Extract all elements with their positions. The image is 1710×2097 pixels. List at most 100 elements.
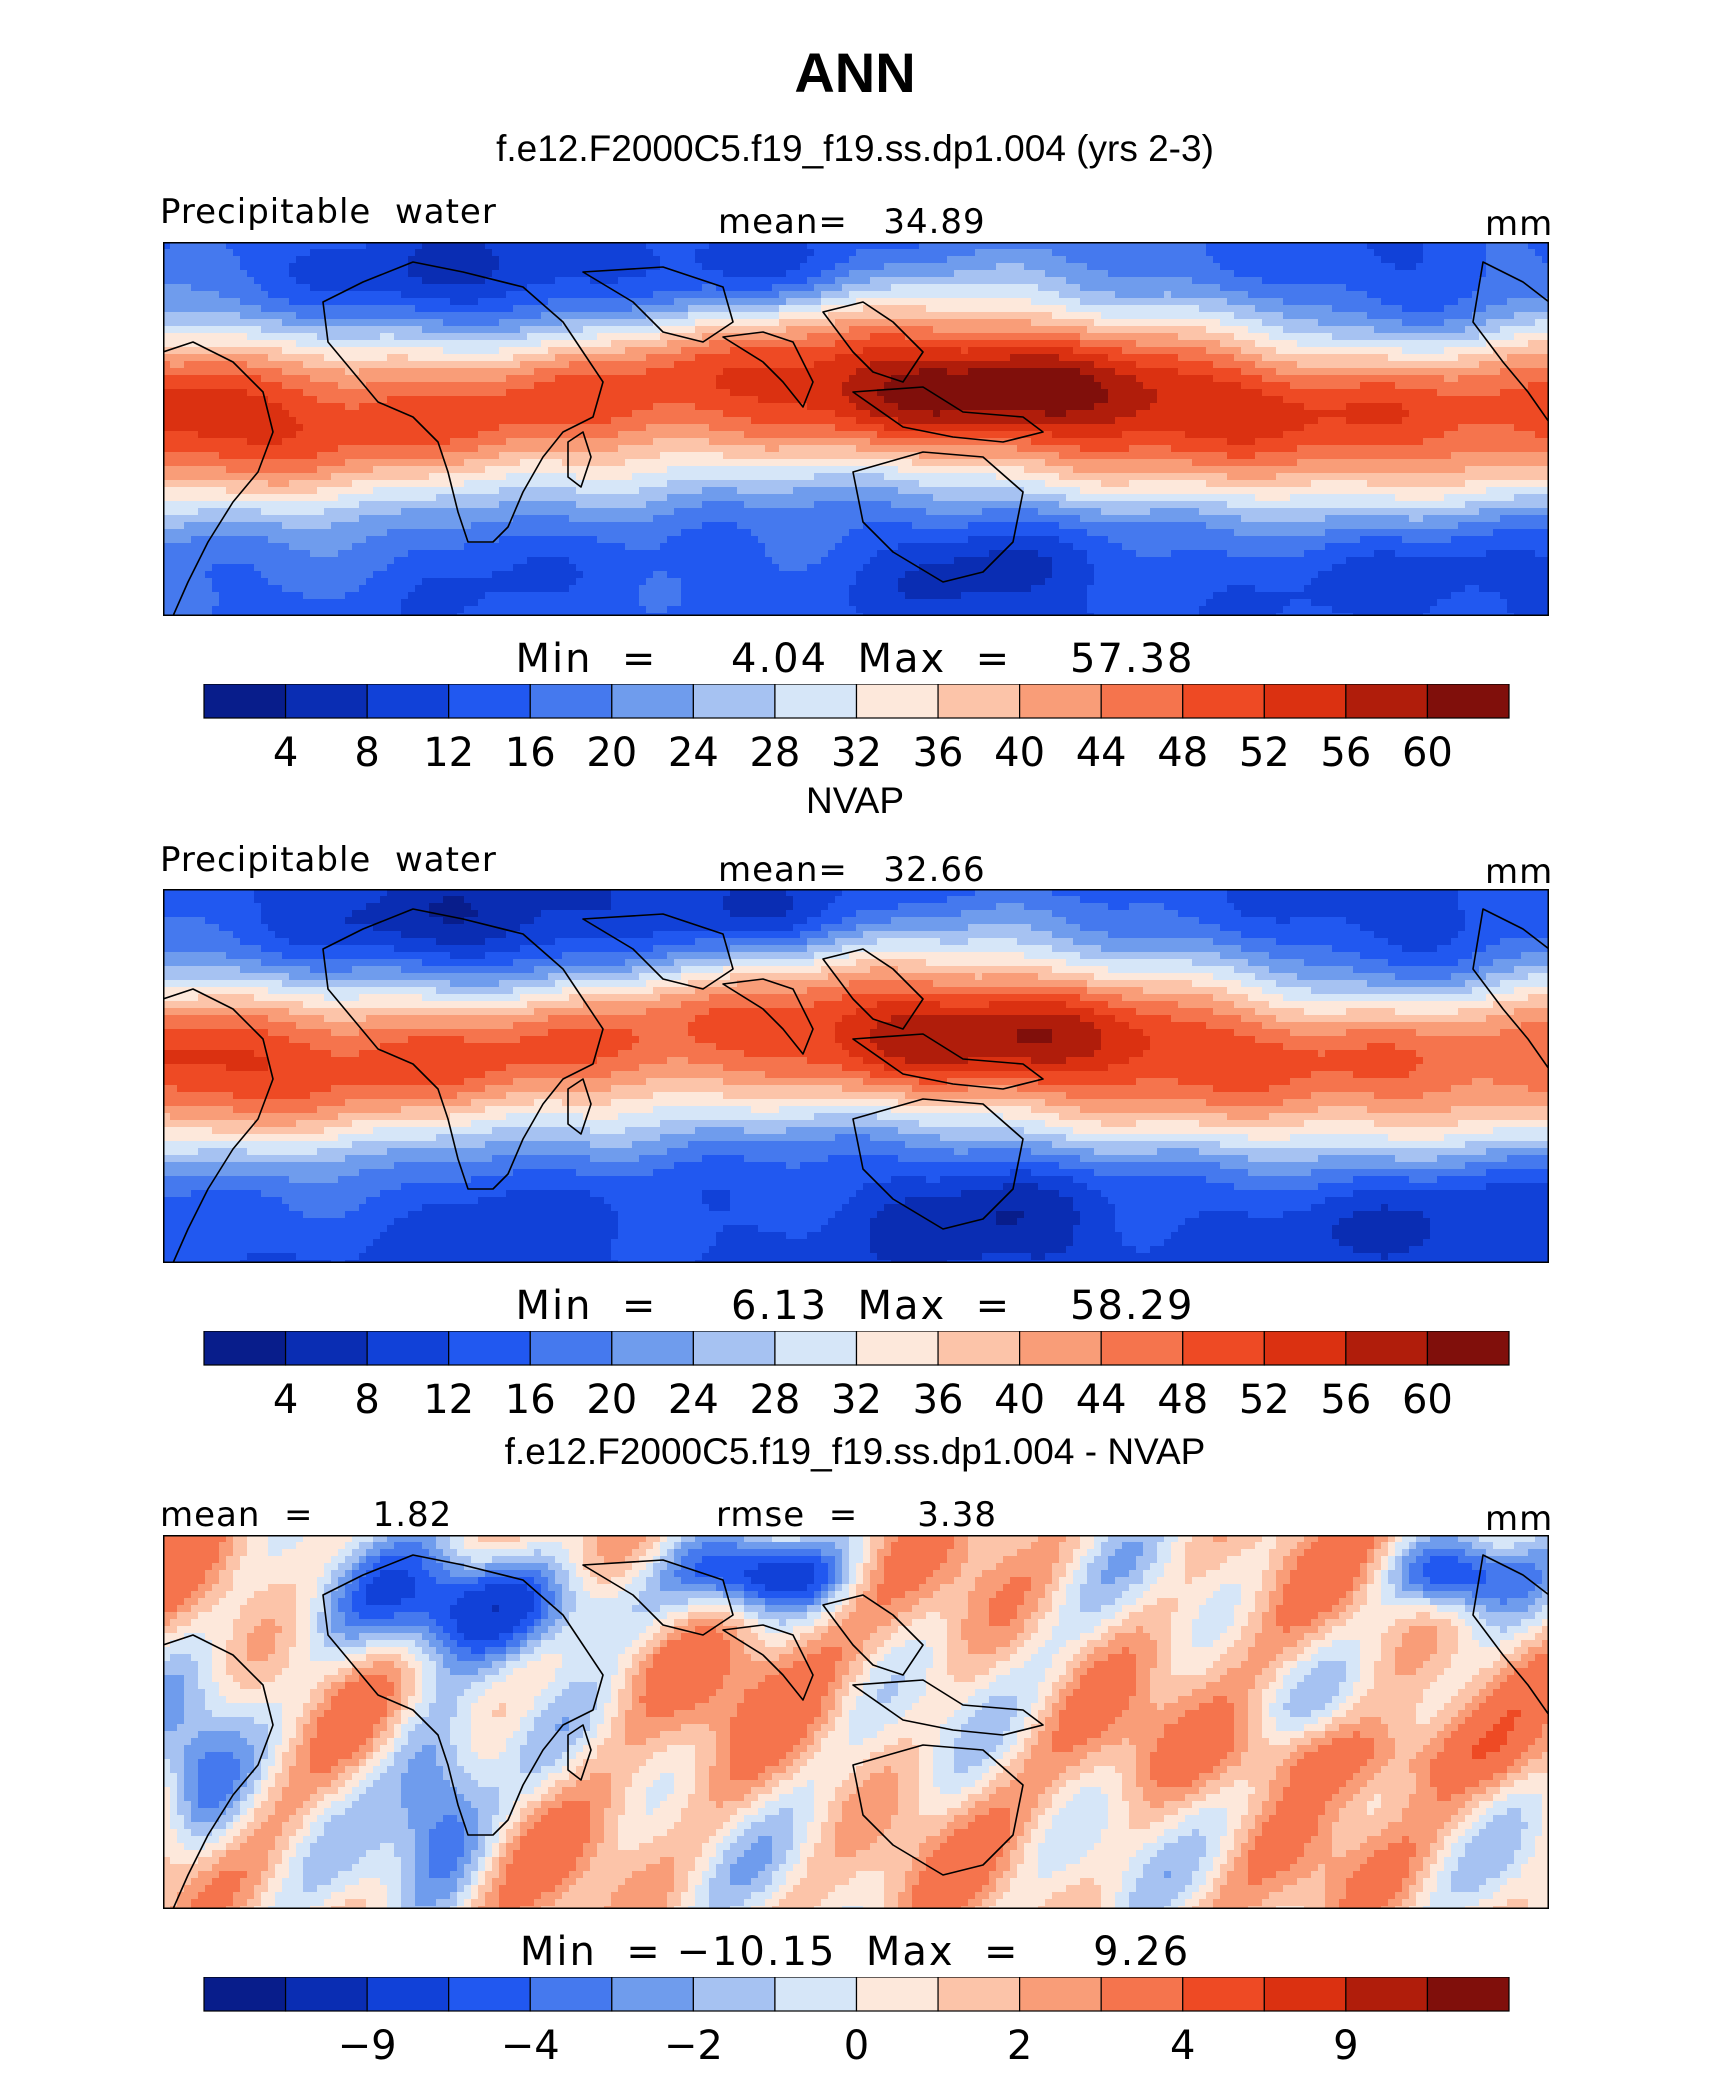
colorbar-box xyxy=(284,1977,368,2012)
colorbar-tick-label: 9 xyxy=(1333,2023,1358,2069)
panel-1-units-label: mm xyxy=(1485,204,1553,244)
colorbar-box xyxy=(529,1977,613,2012)
colorbar-tick-label: 0 xyxy=(844,2023,869,2069)
colorbar-tick-label: 12 xyxy=(423,1377,474,1423)
colorbar-tick-label: 60 xyxy=(1402,1377,1453,1423)
map-frame xyxy=(163,1535,1549,1909)
panel-3-units-label: mm xyxy=(1485,1499,1553,1539)
colorbar-tick-label: 28 xyxy=(749,1377,800,1423)
colorbar-box xyxy=(1263,684,1347,719)
colorbar-tick-label: 48 xyxy=(1157,1377,1208,1423)
panel-3-min-max: Min = −10.15 Max = 9.26 xyxy=(0,1929,1710,1975)
colorbar-tick-label: 40 xyxy=(994,1377,1045,1423)
panel-2-variable-label: Precipitable water xyxy=(160,840,497,880)
panel-3-mean-label: mean = 1.82 xyxy=(160,1495,452,1535)
colorbar-box xyxy=(1345,1977,1429,2012)
colorbar-box xyxy=(1345,1331,1429,1366)
colorbar-box xyxy=(203,1331,287,1366)
colorbar-box xyxy=(529,1331,613,1366)
colorbar-box xyxy=(448,1977,531,2012)
colorbar-tick-label: 44 xyxy=(1076,730,1127,776)
colorbar-box xyxy=(1182,1331,1265,1366)
colorbar-box xyxy=(774,684,858,719)
colorbar-boxes xyxy=(203,1977,1510,2012)
colorbar-tick-label: 2 xyxy=(1007,2023,1032,2069)
colorbar-box xyxy=(366,1977,450,2012)
colorbar-tick-label: −4 xyxy=(501,2023,560,2069)
colorbar-box xyxy=(1263,1331,1347,1366)
colorbar-box xyxy=(1019,1977,1102,2012)
colorbar-box xyxy=(1426,1977,1510,2012)
panel-1-min-max: Min = 4.04 Max = 57.38 xyxy=(0,636,1710,682)
colorbar-box xyxy=(366,684,450,719)
panel-2-mean-label: mean= 32.66 xyxy=(718,850,986,890)
colorbar-tick-labels: 4 8 12 16 20 24 28 32 36 40 44 48 52 56 60 xyxy=(273,1377,1453,1423)
colorbar-box xyxy=(1019,684,1102,719)
panel-1-title: f.e12.F2000C5.f19_f19.ss.dp1.004 (yrs 2-… xyxy=(0,128,1710,170)
colorbar-tick-label: 36 xyxy=(913,730,964,776)
colorbar-box xyxy=(1100,1331,1184,1366)
figure-title: ANN xyxy=(0,40,1710,105)
colorbar-tick-label: 20 xyxy=(586,1377,637,1423)
colorbar-box xyxy=(1263,1977,1347,2012)
colorbar-boxes xyxy=(203,1331,1510,1366)
colorbar-tick-label: 24 xyxy=(668,1377,719,1423)
colorbar-tick-label: 44 xyxy=(1076,1377,1127,1423)
colorbar-tick-label: 4 xyxy=(273,1377,298,1423)
panel-1-map xyxy=(163,242,1549,616)
colorbar-box xyxy=(611,1977,694,2012)
contour-fill-cells xyxy=(163,242,1549,616)
colorbar-tick-label: 40 xyxy=(994,730,1045,776)
colorbar-tick-label: 16 xyxy=(505,730,556,776)
colorbar-box xyxy=(937,684,1021,719)
colorbar-box xyxy=(448,684,531,719)
colorbar-tick-label: 8 xyxy=(354,1377,379,1423)
colorbar-box xyxy=(611,684,694,719)
panel-2-colorbar: 4 8 12 16 20 24 28 32 36 40 44 48 52 56 60 xyxy=(203,1331,1510,1423)
colorbar-box xyxy=(1182,684,1265,719)
panel-3-map xyxy=(163,1535,1549,1909)
contour-fill-cells xyxy=(163,1535,1549,1909)
colorbar-tick-label: 56 xyxy=(1320,1377,1371,1423)
panel-1-mean-label: mean= 34.89 xyxy=(718,202,986,242)
colorbar-boxes xyxy=(203,684,1510,719)
colorbar-tick-label: 16 xyxy=(505,1377,556,1423)
coastlines xyxy=(163,908,1549,1263)
colorbar-tick-label: 24 xyxy=(668,730,719,776)
colorbar-box xyxy=(1345,684,1429,719)
colorbar-tick-label: −2 xyxy=(664,2023,723,2069)
colorbar-tick-labels: 4 8 12 16 20 24 28 32 36 40 44 48 52 56 60 xyxy=(273,730,1453,776)
colorbar-tick-label: 20 xyxy=(586,730,637,776)
coastlines xyxy=(163,1554,1549,1909)
panel-2-title: NVAP xyxy=(0,780,1710,822)
colorbar-box xyxy=(1426,684,1510,719)
colorbar-box xyxy=(284,684,368,719)
colorbar-tick-label: 28 xyxy=(749,730,800,776)
colorbar-tick-label: 8 xyxy=(354,730,379,776)
colorbar-tick-label: 36 xyxy=(913,1377,964,1423)
colorbar-tick-label: 32 xyxy=(831,730,882,776)
colorbar-box xyxy=(448,1331,531,1366)
colorbar-box xyxy=(937,1331,1021,1366)
panel-1-variable-label: Precipitable water xyxy=(160,192,497,232)
colorbar-box xyxy=(855,684,939,719)
colorbar-box xyxy=(284,1331,368,1366)
map-frame xyxy=(163,242,1549,616)
panel-2-units-label: mm xyxy=(1485,852,1553,892)
colorbar-tick-label: 52 xyxy=(1239,730,1290,776)
colorbar-box xyxy=(774,1331,858,1366)
colorbar-box xyxy=(774,1977,858,2012)
colorbar-box xyxy=(692,1977,776,2012)
panel-3-rmse-label: rmse = 3.38 xyxy=(716,1495,997,1535)
colorbar-tick-label: 60 xyxy=(1402,730,1453,776)
colorbar-tick-label: 52 xyxy=(1239,1377,1290,1423)
colorbar-box xyxy=(937,1977,1021,2012)
colorbar-box xyxy=(692,684,776,719)
colorbar-box xyxy=(366,1331,450,1366)
colorbar-tick-label: 56 xyxy=(1320,730,1371,776)
colorbar-box xyxy=(855,1331,939,1366)
colorbar-box xyxy=(529,684,613,719)
coastlines xyxy=(163,261,1549,616)
panel-2-min-max: Min = 6.13 Max = 58.29 xyxy=(0,1283,1710,1329)
panel-1-colorbar: 4 8 12 16 20 24 28 32 36 40 44 48 52 56 60 xyxy=(203,684,1510,776)
